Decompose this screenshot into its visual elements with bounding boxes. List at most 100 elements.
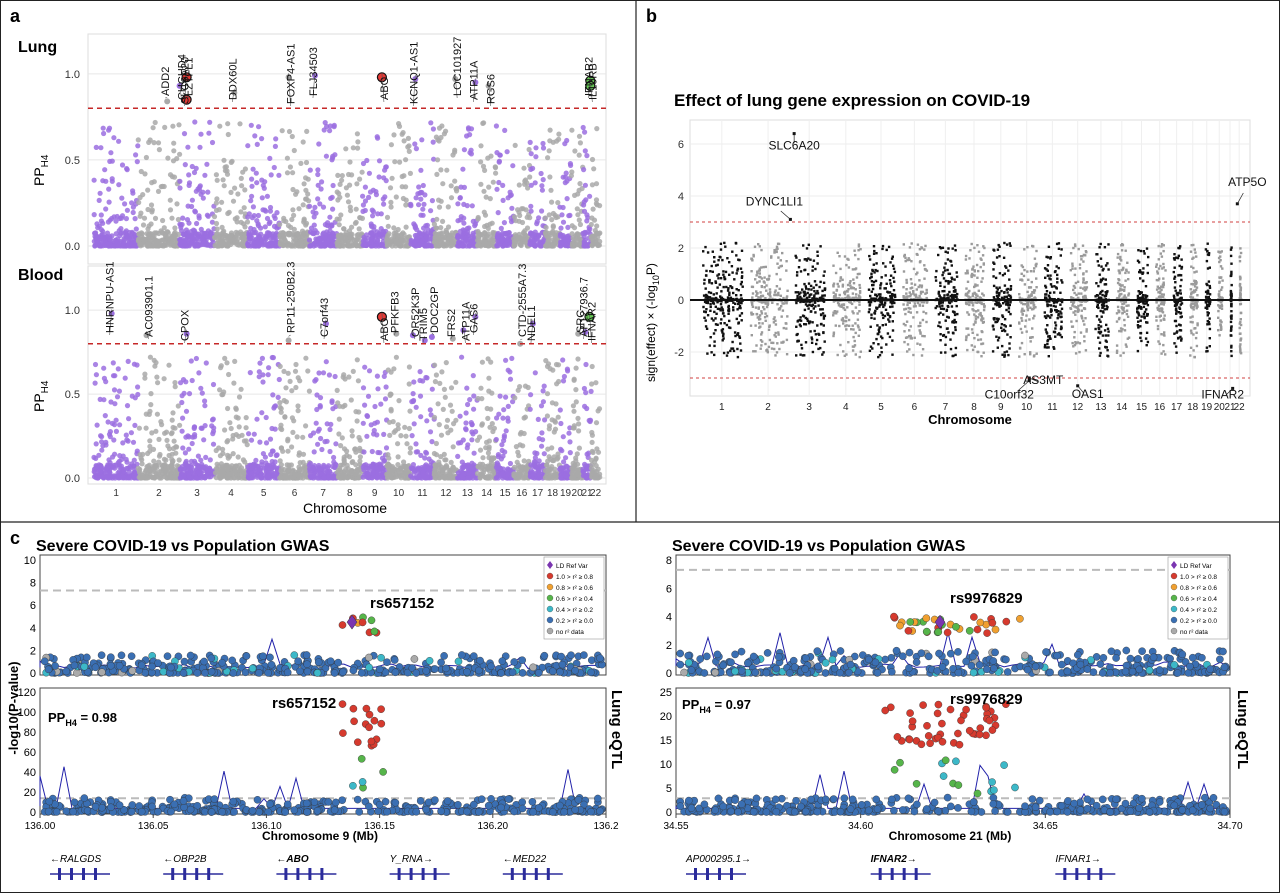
blood-point bbox=[547, 456, 554, 462]
lung-point bbox=[559, 212, 565, 218]
blood-point bbox=[366, 368, 373, 374]
blood-point bbox=[388, 408, 394, 414]
lung-point bbox=[300, 139, 306, 145]
blood-point bbox=[159, 422, 165, 428]
lung-point bbox=[488, 241, 494, 247]
blood-point bbox=[417, 369, 423, 375]
lung-point bbox=[444, 241, 450, 247]
lung-point bbox=[297, 240, 303, 246]
lung-point bbox=[355, 139, 361, 145]
lung-point bbox=[140, 192, 146, 198]
blood-point bbox=[561, 373, 568, 380]
lung-point bbox=[354, 181, 360, 187]
lung-point bbox=[582, 148, 588, 154]
blood-point bbox=[336, 416, 342, 422]
lung-point bbox=[516, 182, 522, 188]
blood-point bbox=[489, 390, 495, 396]
lung-point bbox=[495, 210, 501, 216]
lung-point bbox=[582, 182, 589, 188]
blood-point bbox=[263, 440, 270, 446]
lung-point bbox=[214, 231, 220, 237]
lung-point bbox=[250, 204, 256, 210]
lung-point bbox=[550, 210, 557, 217]
blood-point bbox=[125, 358, 131, 364]
blood-point bbox=[438, 432, 445, 438]
blood-point bbox=[103, 474, 110, 480]
lung-gene-label: KCNQ1-AS1 bbox=[408, 42, 420, 104]
blood-point bbox=[272, 426, 278, 432]
blood-point bbox=[411, 421, 417, 427]
lung-point bbox=[170, 123, 176, 129]
lung-point bbox=[209, 139, 216, 146]
lung-point bbox=[444, 167, 450, 173]
panel-a-xtick: 18 bbox=[547, 488, 559, 499]
blood-point bbox=[148, 391, 154, 397]
lung-point bbox=[384, 214, 391, 220]
blood-point bbox=[282, 414, 288, 420]
lung-point bbox=[145, 187, 151, 193]
blood-point bbox=[423, 450, 430, 456]
lung-point bbox=[109, 158, 115, 164]
lung-point bbox=[263, 234, 269, 240]
blood-point bbox=[315, 441, 321, 447]
blood-point bbox=[95, 475, 101, 481]
blood-point bbox=[186, 473, 192, 479]
lung-gene-label: LZTFL1 bbox=[184, 57, 196, 96]
blood-point bbox=[503, 394, 509, 400]
lung-point bbox=[452, 149, 458, 155]
blood-point bbox=[597, 471, 603, 477]
lung-point bbox=[440, 181, 446, 187]
lung-point bbox=[162, 242, 168, 248]
lung-point bbox=[180, 215, 186, 221]
blood-point bbox=[410, 391, 416, 397]
lung-point bbox=[97, 242, 103, 248]
blood-point bbox=[407, 408, 413, 414]
lung-point bbox=[291, 212, 297, 218]
blood-point bbox=[558, 420, 564, 427]
lung-point bbox=[381, 175, 387, 181]
blood-point bbox=[406, 364, 412, 370]
blood-point bbox=[214, 461, 220, 467]
blood-point bbox=[442, 394, 448, 400]
lung-point bbox=[375, 211, 381, 217]
blood-point bbox=[152, 363, 158, 369]
lung-point bbox=[152, 215, 159, 221]
blood-point bbox=[369, 475, 375, 481]
lung-point bbox=[152, 119, 158, 126]
lung-point bbox=[142, 171, 148, 177]
lung-point bbox=[238, 175, 244, 181]
blood-point bbox=[427, 429, 434, 435]
lung-point bbox=[556, 131, 562, 137]
blood-point bbox=[171, 438, 177, 444]
lung-point bbox=[107, 217, 113, 223]
lung-point bbox=[359, 169, 365, 175]
lung-point bbox=[254, 180, 260, 186]
panel-b-point bbox=[733, 278, 736, 281]
lung-point bbox=[341, 226, 347, 232]
lung-point bbox=[480, 163, 487, 169]
lung-point bbox=[344, 192, 350, 198]
blood-point bbox=[99, 439, 105, 445]
lung-point bbox=[420, 206, 426, 212]
panel-a-xtick: 6 bbox=[292, 488, 298, 499]
lung-point bbox=[331, 124, 337, 130]
lung-point bbox=[414, 232, 420, 239]
blood-point bbox=[381, 431, 387, 437]
lung-point bbox=[546, 230, 552, 237]
blood-point bbox=[219, 392, 225, 398]
blood-point bbox=[183, 408, 190, 414]
blood-point bbox=[235, 467, 241, 473]
blood-point bbox=[201, 437, 207, 443]
lung-point bbox=[539, 208, 545, 214]
blood-point bbox=[202, 398, 208, 404]
blood-point bbox=[188, 358, 194, 364]
lung-point bbox=[366, 170, 372, 176]
blood-point bbox=[505, 415, 511, 421]
lung-point bbox=[385, 233, 391, 239]
lung-point bbox=[543, 243, 549, 249]
blood-point bbox=[179, 428, 185, 434]
lung-ytick: 1.0 bbox=[65, 69, 80, 81]
lung-point bbox=[389, 175, 395, 181]
blood-point bbox=[176, 457, 182, 463]
blood-point bbox=[277, 363, 283, 369]
